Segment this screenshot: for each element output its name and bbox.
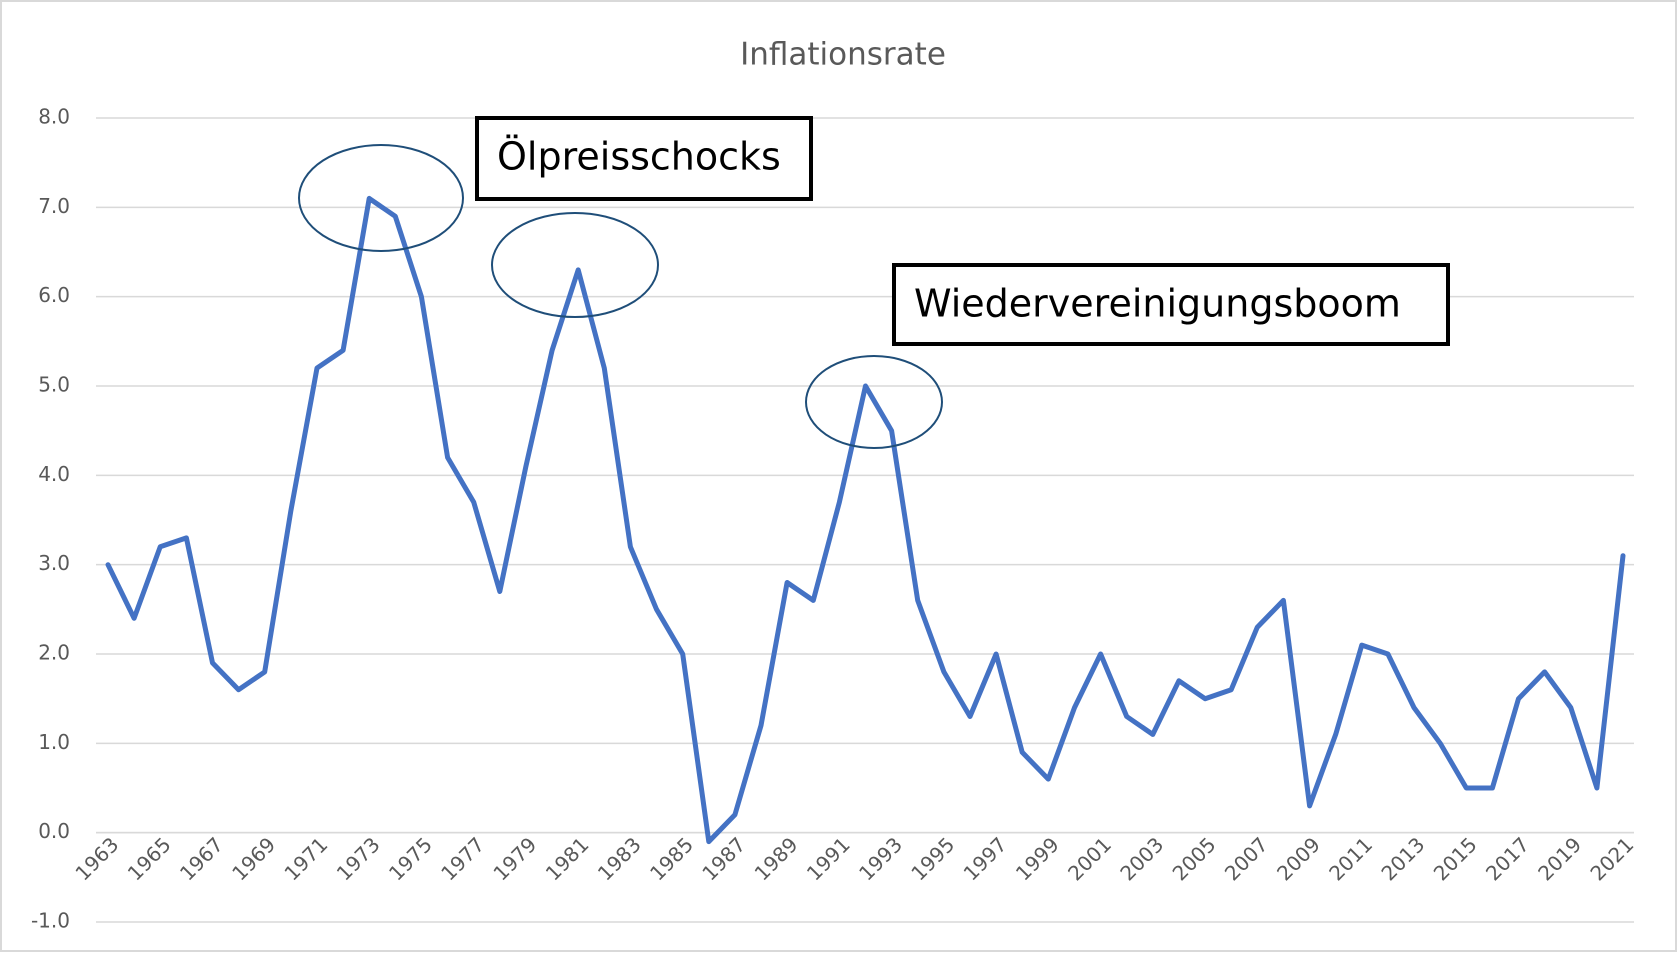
chart-title: Inflationsrate (740, 37, 946, 73)
y-tick-label: 3.0 (38, 551, 70, 575)
y-tick-label: 0.0 (38, 819, 70, 843)
highlight-ellipse (298, 144, 464, 252)
y-tick-label: 1.0 (38, 730, 70, 754)
highlight-ellipse (491, 212, 659, 318)
y-tick-label: -1.0 (31, 909, 70, 933)
y-tick-label: 4.0 (38, 462, 70, 486)
y-tick-label: 7.0 (38, 194, 70, 218)
annotation-box (475, 116, 813, 201)
annotation: Wiedervereinigungsboom (914, 282, 1401, 326)
annotation: Ölpreisschocks (497, 135, 781, 179)
y-tick-label: 2.0 (38, 641, 70, 665)
highlight-ellipse (805, 355, 943, 449)
y-tick-label: 8.0 (38, 105, 70, 129)
y-tick-label: 6.0 (38, 283, 70, 307)
y-tick-label: 5.0 (38, 373, 70, 397)
annotation-box (892, 263, 1450, 346)
